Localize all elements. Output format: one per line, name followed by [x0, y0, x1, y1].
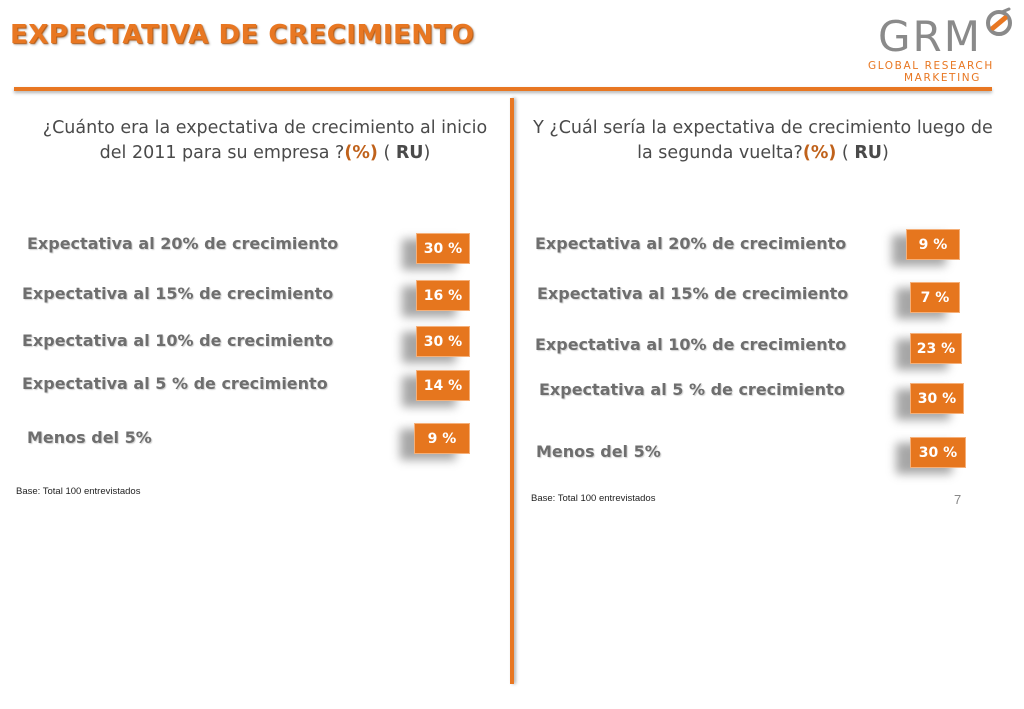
right-question-ru: RU	[854, 143, 882, 163]
right-item-label: Expectativa al 5 % de crecimiento	[539, 380, 845, 399]
left-value-badge: 30 %	[416, 233, 470, 264]
right-value-badge: 7 %	[910, 282, 960, 313]
right-item-label: Expectativa al 20% de crecimiento	[535, 234, 847, 253]
right-question: Y ¿Cuál sería la expectativa de crecimie…	[528, 116, 998, 166]
left-value-badge: 16 %	[416, 280, 470, 311]
right-item-label: Expectativa al 15% de crecimiento	[537, 284, 849, 303]
header-divider	[14, 87, 992, 91]
logo-tagline-2: MARKETING	[904, 72, 981, 84]
left-base-note: Base: Total 100 entrevistados	[16, 486, 141, 497]
left-item-label: Expectativa al 15% de crecimiento	[22, 284, 334, 303]
left-item-label: Expectativa al 5 % de crecimiento	[22, 374, 328, 393]
left-question-pct: (%)	[344, 143, 378, 163]
right-item-label: Expectativa al 10% de crecimiento	[535, 335, 847, 354]
left-question-text: ¿Cuánto era la expectativa de crecimient…	[42, 118, 488, 163]
left-question-ru: RU	[395, 143, 424, 163]
right-question-paren-close: )	[882, 143, 889, 163]
right-value-badge: 23 %	[910, 333, 962, 364]
right-value-badge: 30 %	[910, 437, 966, 468]
left-question: ¿Cuánto era la expectativa de crecimient…	[30, 116, 500, 166]
right-question-pct: (%)	[802, 143, 837, 163]
page-number: 7	[954, 492, 962, 507]
left-item-label: Expectativa al 20% de crecimiento	[27, 234, 339, 253]
left-question-paren-open: (	[377, 143, 396, 163]
left-question-paren-close: )	[423, 143, 431, 163]
grm-logo: GRM GLOBAL RESEARCH MARKETING	[866, 7, 1016, 86]
page-title: EXPECTATIVA DE CRECIMIENTO	[10, 20, 475, 50]
left-value-badge: 9 %	[414, 423, 470, 454]
right-base-note: Base: Total 100 entrevistados	[531, 493, 656, 504]
left-value-badge: 14 %	[416, 370, 470, 401]
left-item-label: Expectativa al 10% de crecimiento	[22, 331, 334, 350]
logo-tagline-1: GLOBAL RESEARCH	[868, 60, 994, 72]
right-question-text: Y ¿Cuál sería la expectativa de crecimie…	[533, 118, 993, 163]
right-question-paren-open: (	[836, 143, 855, 163]
logo-wordmark: GRM	[878, 12, 982, 61]
right-item-label: Menos del 5%	[536, 442, 661, 461]
right-value-badge: 9 %	[906, 229, 960, 260]
left-value-badge: 30 %	[416, 326, 470, 357]
right-value-badge: 30 %	[910, 383, 964, 414]
column-divider	[510, 98, 514, 684]
left-item-label: Menos del 5%	[27, 428, 152, 447]
logo-swirl-icon	[986, 7, 1012, 36]
